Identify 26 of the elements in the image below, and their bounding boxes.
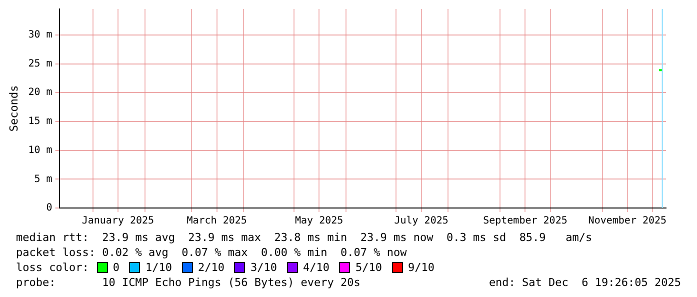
- legend-label: 3/10: [250, 260, 277, 275]
- y-tick-label: 5 m: [34, 174, 52, 185]
- y-tick-label: 30 m: [28, 30, 52, 41]
- text: median rtt: 23.9 ms avg 23.9 ms max 23.8 ms min 23.9 ms now 0.3 ms sd 85.9 am/s: [16, 230, 594, 245]
- x-tick-label: July 2025: [394, 216, 448, 227]
- x-tick-label: November 2025: [588, 216, 667, 227]
- legend-label: 4/10: [302, 260, 330, 275]
- legend-title: loss color:: [16, 260, 89, 275]
- y-tick-label: 0: [46, 202, 52, 214]
- y-axis-title: Seconds: [7, 85, 20, 132]
- x-tick-label: September 2025: [483, 216, 568, 227]
- text: packet loss: 0.02 % avg 0.07 % max 0.00 % min 0.07 % now: [16, 245, 408, 260]
- legend-label: 1/10: [145, 260, 172, 275]
- x-tick-label: January 2025: [82, 216, 154, 227]
- legend-label: 9/10: [408, 260, 434, 275]
- text: end: Sat Dec 6 19:26:05 2025: [488, 275, 681, 290]
- x-tick-label: May 2025: [294, 216, 344, 227]
- y-tick-label: 25 m: [28, 58, 52, 70]
- legend-label: 2/10: [198, 260, 224, 275]
- y-tick-label: 10 m: [28, 144, 52, 156]
- legend-label: 5/10: [355, 260, 382, 275]
- legend-label: 0: [112, 260, 120, 275]
- text: probe: 10 ICMP Echo Pings (56 Bytes) every 20s: [16, 275, 360, 290]
- y-tick-label: 20 m: [28, 87, 52, 98]
- y-tick-label: 15 m: [28, 116, 52, 128]
- x-tick-label: March 2025: [186, 216, 247, 227]
